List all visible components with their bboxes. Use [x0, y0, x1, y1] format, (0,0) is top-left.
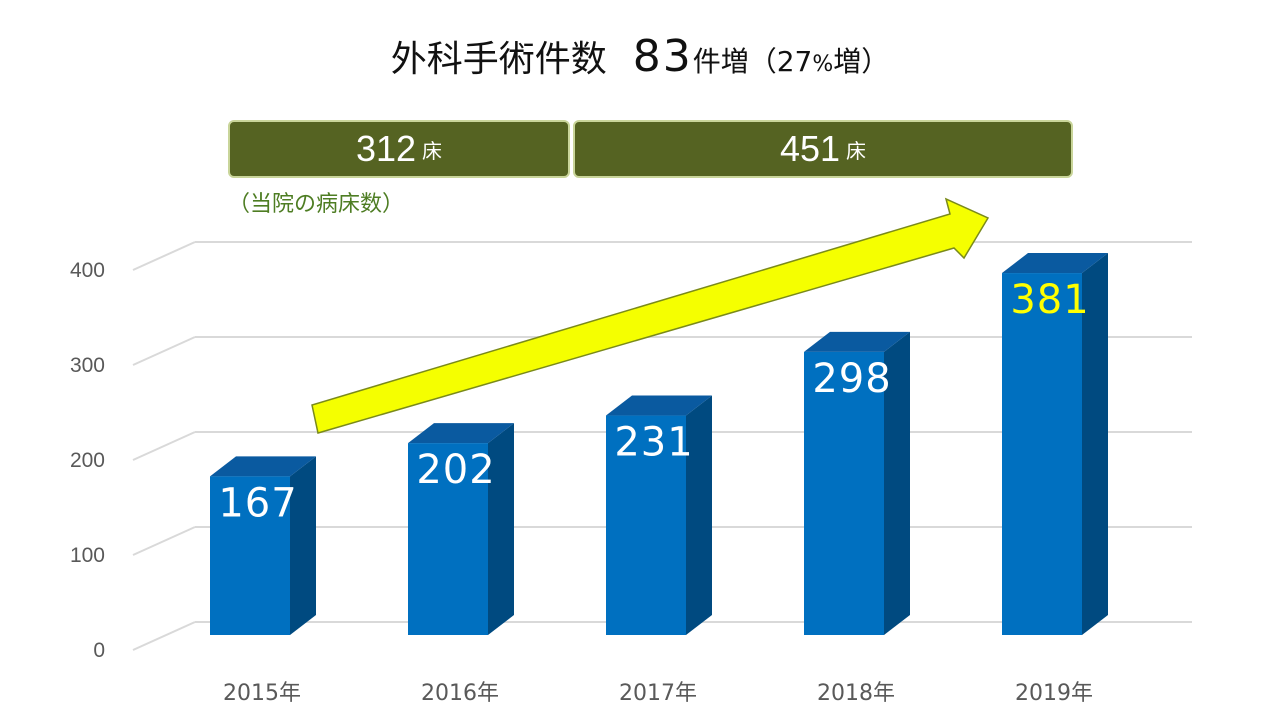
bar	[1002, 273, 1082, 635]
bed-count-number: 451	[779, 128, 841, 169]
bar-top	[804, 331, 910, 352]
x-tick-label: 2015年	[223, 681, 301, 706]
gridline-diagonal	[132, 336, 196, 366]
bar-top	[606, 395, 712, 416]
bar-value-label: 202	[416, 447, 495, 493]
gridline-diagonal	[132, 526, 196, 556]
bed-count-box-after: 451 床	[573, 120, 1073, 178]
bed-count-note: （当院の病床数）	[228, 192, 405, 217]
bar-value-label: 381	[1010, 277, 1089, 323]
bed-count-number: 312	[355, 128, 417, 169]
y-tick-label: 400	[70, 259, 105, 282]
bar-value-label: 167	[218, 480, 297, 526]
title-increase-unit: 件増	[692, 45, 749, 78]
gridline-diagonal	[132, 621, 196, 651]
bar-side	[884, 331, 910, 635]
gridline-diagonal	[132, 241, 196, 271]
bed-count-unit: 床	[422, 138, 443, 163]
bar-top	[210, 456, 316, 477]
bar	[606, 415, 686, 635]
gridline-diagonal	[132, 431, 196, 461]
bed-count-box-before: 312 床	[228, 120, 570, 178]
x-tick-label: 2017年	[619, 681, 697, 706]
title-main: 外科手術件数	[390, 39, 607, 80]
x-tick-label: 2018年	[817, 681, 895, 706]
x-tick-label: 2016年	[421, 681, 499, 706]
bar	[804, 351, 884, 635]
title-percent-sign: %	[812, 52, 834, 77]
y-tick-label: 0	[93, 639, 105, 662]
x-tick-label: 2019年	[1015, 681, 1093, 706]
y-tick-label: 200	[70, 449, 105, 472]
bar-value-label: 298	[812, 356, 891, 402]
title-increase-number: 83	[632, 31, 693, 82]
bar	[408, 443, 488, 635]
bar-top	[408, 423, 514, 444]
bar-side	[488, 423, 514, 635]
title-percent-close: 増）	[833, 45, 890, 78]
chart-title: 外科手術件数 83件増（27%増）	[0, 30, 1280, 82]
title-percent-open: （27	[748, 45, 813, 78]
y-tick-label: 100	[70, 544, 105, 567]
y-tick-label: 300	[70, 354, 105, 377]
bar-side	[290, 456, 316, 635]
bar-side	[1082, 253, 1108, 636]
trend-arrow	[311, 197, 990, 434]
bar-value-label: 231	[614, 420, 693, 466]
bed-count-unit: 床	[846, 138, 867, 163]
bar	[210, 476, 290, 635]
bar-top	[1002, 253, 1108, 274]
bar-side	[686, 395, 712, 635]
